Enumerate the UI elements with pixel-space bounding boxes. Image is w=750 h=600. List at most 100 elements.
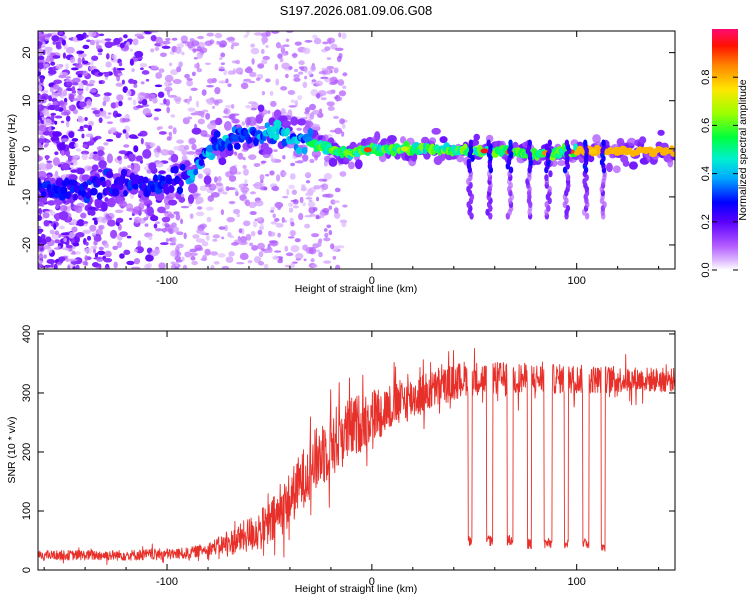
ridge-halo (110, 229, 118, 239)
noise-speckle (62, 52, 67, 59)
noise-speckle (186, 151, 196, 155)
colorbar-ticks: 0.0 0.2 0.4 0.6 0.8 (700, 70, 738, 278)
noise-speckle (221, 236, 225, 240)
ridge-hotspot (589, 148, 598, 154)
noise-speckle (38, 62, 44, 66)
noise-speckle (49, 86, 54, 93)
noise-speckle (38, 70, 42, 77)
noise-speckle (214, 32, 223, 39)
noise-speckle (123, 155, 128, 160)
noise-speckle (155, 36, 163, 45)
noise-speckle (103, 115, 112, 119)
ridge-halo (106, 153, 113, 164)
noise-speckle (40, 120, 45, 124)
noise-speckle (165, 37, 171, 42)
noise-speckle (318, 178, 326, 182)
noise-speckle (290, 162, 296, 167)
noise-speckle (125, 132, 129, 140)
noise-speckle (173, 146, 182, 151)
noise-speckle (201, 109, 209, 113)
noise-speckle (282, 220, 288, 223)
noise-speckle (105, 53, 110, 60)
ridge-halo (170, 153, 179, 163)
noise-speckle (258, 261, 265, 266)
noise-speckle (307, 201, 316, 208)
noise-speckle (263, 187, 268, 191)
noise-speckle (205, 98, 213, 103)
noise-speckle (242, 164, 247, 169)
noise-speckle (43, 118, 52, 126)
noise-speckle (205, 206, 214, 211)
noise-speckle (155, 72, 163, 79)
noise-speckle (309, 112, 315, 120)
ridge-halo (52, 157, 60, 167)
noise-speckle (328, 37, 332, 45)
noise-speckle (141, 99, 148, 106)
noise-speckle (277, 53, 283, 59)
noise-speckle (52, 84, 59, 90)
noise-speckle (193, 57, 198, 60)
ridge-core (180, 163, 186, 171)
ridge-halo (282, 120, 292, 127)
noise-speckle (328, 205, 332, 210)
noise-speckle (270, 31, 280, 34)
noise-speckle (85, 86, 89, 92)
noise-speckle (111, 54, 117, 60)
ridge-halo (626, 137, 637, 146)
noise-speckle (275, 222, 284, 228)
noise-speckle (192, 234, 200, 239)
noise-speckle (197, 173, 203, 179)
ridge-core (295, 146, 302, 155)
noise-speckle (302, 244, 309, 251)
noise-speckle (322, 41, 329, 45)
noise-speckle (309, 213, 316, 217)
noise-speckle (285, 252, 294, 257)
noise-speckle (290, 99, 296, 104)
noise-speckle (176, 66, 182, 73)
noise-speckle (238, 183, 247, 189)
noise-speckle (297, 95, 303, 101)
ridge-halo (154, 191, 165, 201)
spectrogram-frame (37, 30, 676, 270)
ridge-halo (97, 149, 105, 157)
noise-speckle (150, 250, 159, 257)
noise-speckle (75, 33, 85, 41)
noise-speckle (310, 65, 316, 72)
noise-speckle (74, 257, 83, 265)
noise-speckle (134, 33, 144, 38)
noise-speckle (238, 228, 243, 234)
noise-speckle (46, 160, 53, 164)
noise-speckle (259, 174, 265, 181)
noise-speckle (96, 146, 105, 151)
noise-speckle (269, 170, 275, 176)
ridge-halo (304, 120, 314, 128)
noise-speckle (38, 126, 43, 131)
noise-speckle (285, 38, 290, 42)
noise-speckle (63, 237, 68, 243)
noise-speckle (39, 111, 44, 117)
noise-speckle (305, 197, 313, 200)
spectrogram-x-label: Height of straight line (km) (295, 283, 418, 295)
noise-speckle (89, 224, 97, 232)
noise-speckle (253, 182, 263, 190)
noise-speckle (253, 256, 262, 264)
noise-speckle (140, 67, 144, 71)
noise-speckle (80, 212, 87, 219)
noise-speckle (270, 221, 278, 225)
noise-speckle (293, 77, 301, 82)
noise-speckle (48, 95, 53, 102)
noise-speckle (44, 210, 52, 214)
ridge-core (123, 190, 128, 197)
noise-speckle (313, 37, 322, 45)
ridge-halo (302, 154, 309, 162)
noise-speckle (323, 172, 333, 180)
noise-speckle (86, 39, 91, 43)
noise-speckle (45, 162, 53, 170)
ridge-halo (622, 159, 630, 167)
noise-speckle (217, 188, 223, 193)
snr-y-ticks: 0 100 200 300 400 (21, 325, 675, 573)
noise-speckle (223, 107, 229, 115)
noise-speckle (324, 46, 331, 51)
noise-speckle (82, 144, 88, 149)
noise-speckle (334, 47, 344, 51)
